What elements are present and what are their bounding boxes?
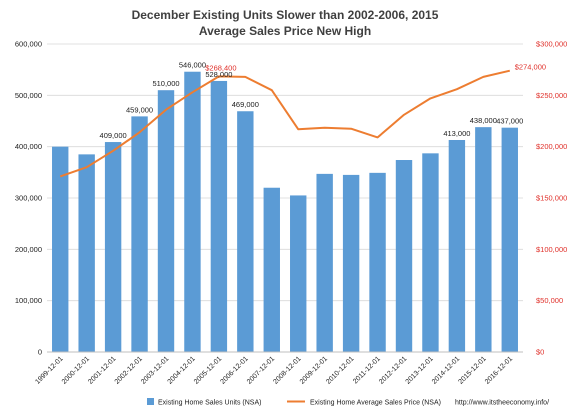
- bar-data-label: 469,000: [232, 100, 259, 109]
- legend-swatch-units: [147, 398, 154, 405]
- y-left-tick-label: 100,000: [15, 296, 42, 305]
- gridlines: [47, 43, 523, 302]
- x-tick-label: 2010-12-01: [325, 355, 355, 385]
- legend-label-price: Existing Home Average Sales Price (NSA): [310, 400, 441, 407]
- chart-subtitle: Average Sales Price New High: [199, 24, 371, 38]
- y-right-tick-label: $150,000: [536, 194, 567, 203]
- bar: [475, 127, 492, 352]
- y-left-tick-label: 300,000: [15, 194, 42, 203]
- y-right-tick-label: $0: [536, 348, 544, 357]
- bars: [52, 71, 518, 353]
- bar: [237, 111, 254, 352]
- bar-data-label: 546,000: [179, 61, 206, 70]
- y-right-tick-label: $50,000: [536, 296, 563, 305]
- bar: [263, 187, 280, 352]
- price-line-layer: [59, 69, 511, 178]
- y-right-tick-label: $200,000: [536, 142, 567, 151]
- bar: [290, 195, 307, 352]
- y-left-tick-label: 500,000: [15, 91, 42, 100]
- bar-data-label: 510,000: [152, 79, 179, 88]
- bar-data-label: 459,000: [126, 105, 153, 114]
- bar: [131, 116, 148, 352]
- y-left-tick-label: 0: [38, 348, 42, 357]
- bar: [210, 80, 228, 353]
- bar-data-label: 413,000: [443, 129, 470, 138]
- bar-data-label: 438,000: [470, 116, 497, 125]
- bar: [501, 127, 518, 352]
- x-tick-label: 2016-12-01: [484, 355, 514, 385]
- price-data-label: $268,400: [205, 63, 236, 72]
- legend: Existing Home Sales Units (NSA) Existing…: [147, 398, 549, 407]
- price-data-label: $274,000: [515, 63, 546, 72]
- bar: [448, 139, 466, 352]
- bar: [104, 142, 122, 352]
- source-text: http://www.itstheeconomy.info/: [455, 400, 549, 407]
- y-left-tick-label: 400,000: [15, 142, 42, 151]
- legend-label-units: Existing Home Sales Units (NSA): [158, 400, 261, 407]
- bar: [52, 146, 69, 352]
- y-right-tick-label: $300,000: [536, 40, 567, 49]
- chart-title: December Existing Units Slower than 2002…: [132, 8, 439, 22]
- bar: [422, 153, 439, 352]
- bar: [342, 174, 360, 352]
- bar-data-label: 528,000: [205, 70, 232, 79]
- y-left-tick-label: 600,000: [15, 40, 42, 49]
- price-line: [59, 69, 511, 178]
- y-left-tick-label: 200,000: [15, 245, 42, 254]
- bar-data-label: 409,000: [100, 131, 127, 140]
- bar-data-label: 437,000: [496, 117, 523, 126]
- y-right-tick-label: $250,000: [536, 91, 567, 100]
- bar: [316, 173, 333, 352]
- bar: [369, 172, 386, 352]
- y-right-tick-label: $100,000: [536, 245, 567, 254]
- bar: [395, 160, 413, 352]
- bar: [184, 71, 201, 352]
- bar: [157, 90, 175, 352]
- bar: [78, 154, 95, 352]
